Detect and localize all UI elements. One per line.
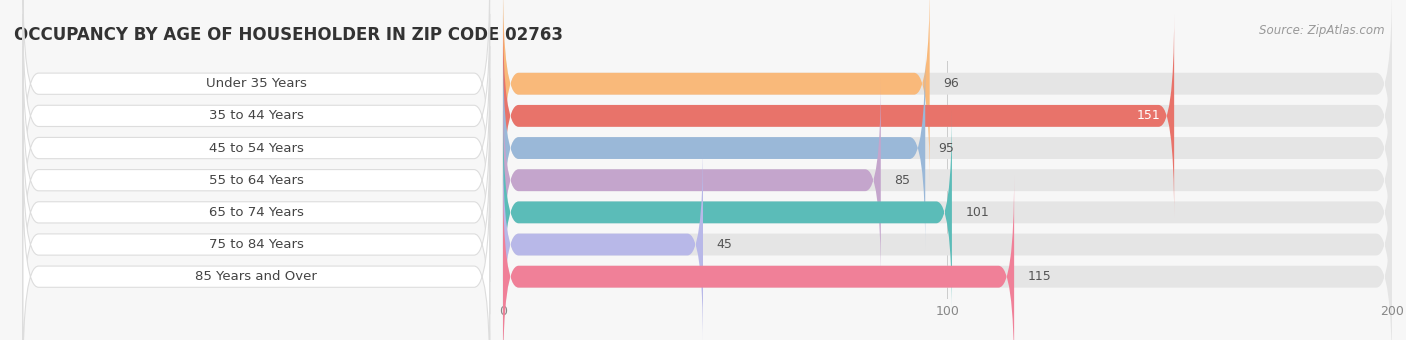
FancyBboxPatch shape	[503, 14, 1392, 218]
Text: 75 to 84 Years: 75 to 84 Years	[209, 238, 304, 251]
FancyBboxPatch shape	[22, 14, 489, 218]
Text: 95: 95	[939, 141, 955, 155]
FancyBboxPatch shape	[503, 111, 1392, 314]
FancyBboxPatch shape	[503, 143, 1392, 340]
FancyBboxPatch shape	[503, 175, 1392, 340]
Text: 55 to 64 Years: 55 to 64 Years	[209, 174, 304, 187]
Text: Source: ZipAtlas.com: Source: ZipAtlas.com	[1260, 24, 1385, 37]
FancyBboxPatch shape	[503, 143, 703, 340]
FancyBboxPatch shape	[22, 110, 489, 314]
FancyBboxPatch shape	[503, 175, 1014, 340]
Text: 85 Years and Over: 85 Years and Over	[195, 270, 318, 283]
Text: 101: 101	[966, 206, 988, 219]
Text: 35 to 44 Years: 35 to 44 Years	[209, 109, 304, 122]
Text: OCCUPANCY BY AGE OF HOUSEHOLDER IN ZIP CODE 02763: OCCUPANCY BY AGE OF HOUSEHOLDER IN ZIP C…	[14, 26, 562, 44]
Text: 65 to 74 Years: 65 to 74 Years	[209, 206, 304, 219]
Text: 45 to 54 Years: 45 to 54 Years	[209, 141, 304, 155]
FancyBboxPatch shape	[503, 0, 929, 185]
FancyBboxPatch shape	[503, 46, 925, 250]
FancyBboxPatch shape	[22, 175, 489, 340]
FancyBboxPatch shape	[503, 79, 1392, 282]
FancyBboxPatch shape	[22, 142, 489, 340]
Text: 85: 85	[894, 174, 910, 187]
Text: 115: 115	[1028, 270, 1052, 283]
Text: 45: 45	[716, 238, 733, 251]
FancyBboxPatch shape	[503, 111, 952, 314]
FancyBboxPatch shape	[22, 0, 489, 186]
FancyBboxPatch shape	[503, 46, 1392, 250]
FancyBboxPatch shape	[503, 79, 880, 282]
Text: 96: 96	[943, 77, 959, 90]
FancyBboxPatch shape	[503, 14, 1174, 218]
Text: 151: 151	[1137, 109, 1161, 122]
Text: Under 35 Years: Under 35 Years	[205, 77, 307, 90]
FancyBboxPatch shape	[22, 46, 489, 250]
FancyBboxPatch shape	[503, 0, 1392, 185]
FancyBboxPatch shape	[22, 78, 489, 282]
